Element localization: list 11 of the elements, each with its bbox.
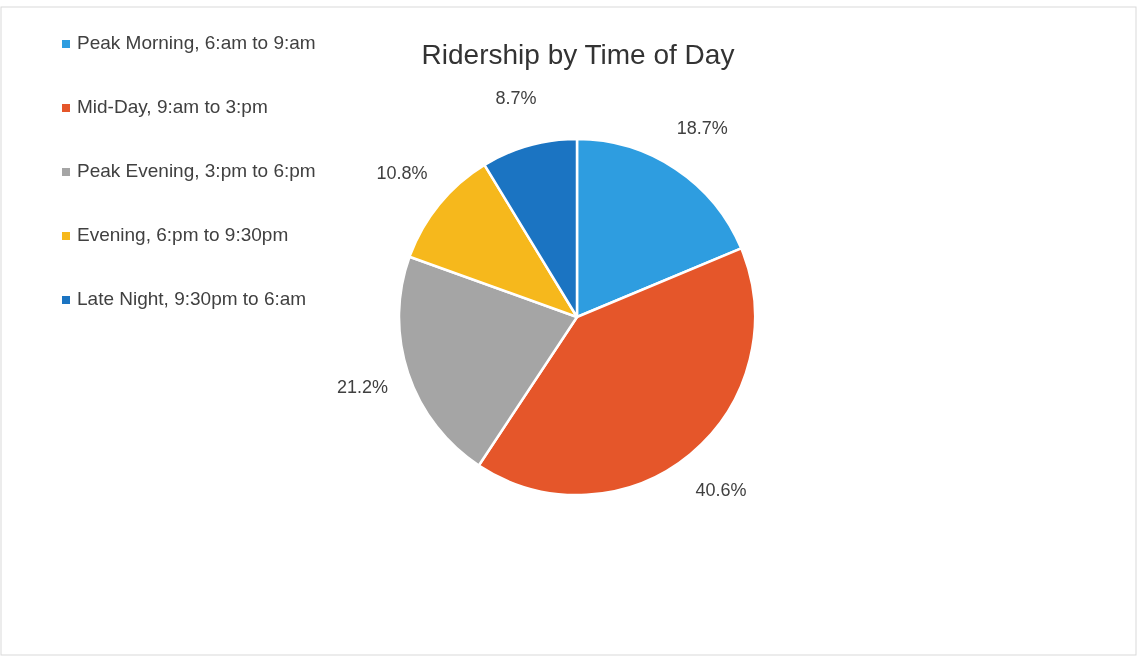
legend-label: Evening, 6:pm to 9:30pm	[77, 224, 289, 246]
legend-label: Peak Evening, 3:pm to 6:pm	[77, 160, 316, 182]
data-label: 10.8%	[376, 162, 428, 183]
legend-label: Mid-Day, 9:am to 3:pm	[77, 96, 268, 118]
legend-label: Late Night, 9:30pm to 6:am	[77, 288, 307, 310]
data-label: 8.7%	[495, 88, 537, 109]
data-label: 18.7%	[676, 117, 728, 138]
chart-title: Ridership by Time of Day	[421, 39, 735, 70]
data-label: 21.2%	[336, 376, 388, 397]
data-label: 40.6%	[695, 479, 747, 500]
legend-label: Peak Morning, 6:am to 9:am	[77, 32, 316, 54]
